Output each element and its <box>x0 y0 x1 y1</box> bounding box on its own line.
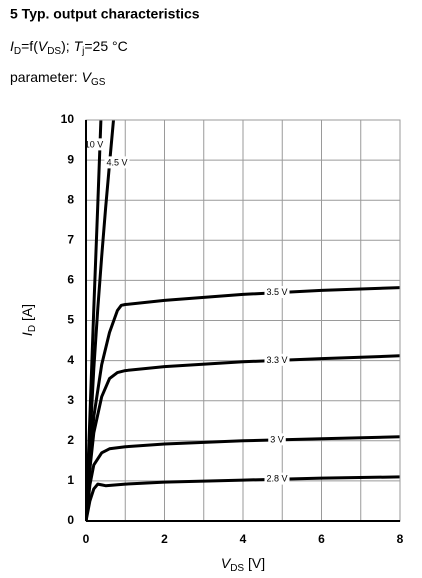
series-label: 2.8 V <box>266 474 287 484</box>
parameter-part: parameter: <box>10 69 82 85</box>
curve <box>86 286 400 521</box>
series-label: 4.5 V <box>106 157 127 167</box>
x-tick-label: 8 <box>397 532 404 546</box>
y-tick-label: 6 <box>67 273 74 287</box>
y-tick-label: 0 <box>67 513 74 527</box>
subtitle-part: j <box>81 46 84 57</box>
x-tick-label: 2 <box>161 532 168 546</box>
subtitle-part: ); <box>61 38 73 54</box>
y-tick-label: 8 <box>67 192 74 206</box>
y-tick-label: 4 <box>67 353 74 367</box>
y-tick-label: 7 <box>67 232 74 246</box>
x-label-part: V <box>221 555 232 571</box>
label-background <box>104 156 130 169</box>
parameter-part: V <box>82 69 93 85</box>
subtitle-part: =f( <box>21 38 38 54</box>
y-label-part: D <box>27 325 38 332</box>
y-tick-label: 5 <box>67 313 74 327</box>
x-axis-label: VDS [V] <box>221 555 265 574</box>
subtitle-part: V <box>38 38 49 54</box>
x-tick-label: 0 <box>83 532 90 546</box>
y-label-part: [A] <box>19 304 35 325</box>
label-background <box>264 353 290 366</box>
label-background <box>82 138 106 151</box>
y-axis-label: ID [A] <box>19 304 38 336</box>
subtitle-part: T <box>74 38 84 54</box>
x-label-part: DS <box>230 563 244 574</box>
series-label: 10 V <box>85 139 104 149</box>
x-label-part: [V] <box>244 555 265 571</box>
y-label-part: I <box>19 332 35 336</box>
series-label: 3 V <box>270 434 284 444</box>
curve <box>86 120 103 521</box>
subtitle-part: =25 °C <box>84 38 127 54</box>
subtitle-part: I <box>10 38 14 54</box>
subtitle-part: DS <box>47 46 61 57</box>
y-tick-label: 9 <box>67 152 74 166</box>
series-label: 3.5 V <box>266 287 287 297</box>
label-background <box>264 286 290 299</box>
series-label: 3.3 V <box>266 355 287 365</box>
y-tick-label: 10 <box>61 112 75 126</box>
chart-title: 5 Typ. output characteristics <box>10 6 200 22</box>
x-tick-label: 6 <box>318 532 325 546</box>
label-background <box>268 433 286 446</box>
subtitle: ID=f(VDS); Tj=25 °C <box>10 38 128 57</box>
subtitle-part: D <box>14 46 21 57</box>
label-background <box>264 472 290 485</box>
y-tick-label: 2 <box>67 433 74 447</box>
y-tick-label: 1 <box>67 473 74 487</box>
parameter: parameter: VGS <box>10 69 106 88</box>
x-tick-label: 4 <box>240 532 247 546</box>
y-tick-label: 3 <box>67 393 74 407</box>
parameter-part: GS <box>91 77 106 88</box>
